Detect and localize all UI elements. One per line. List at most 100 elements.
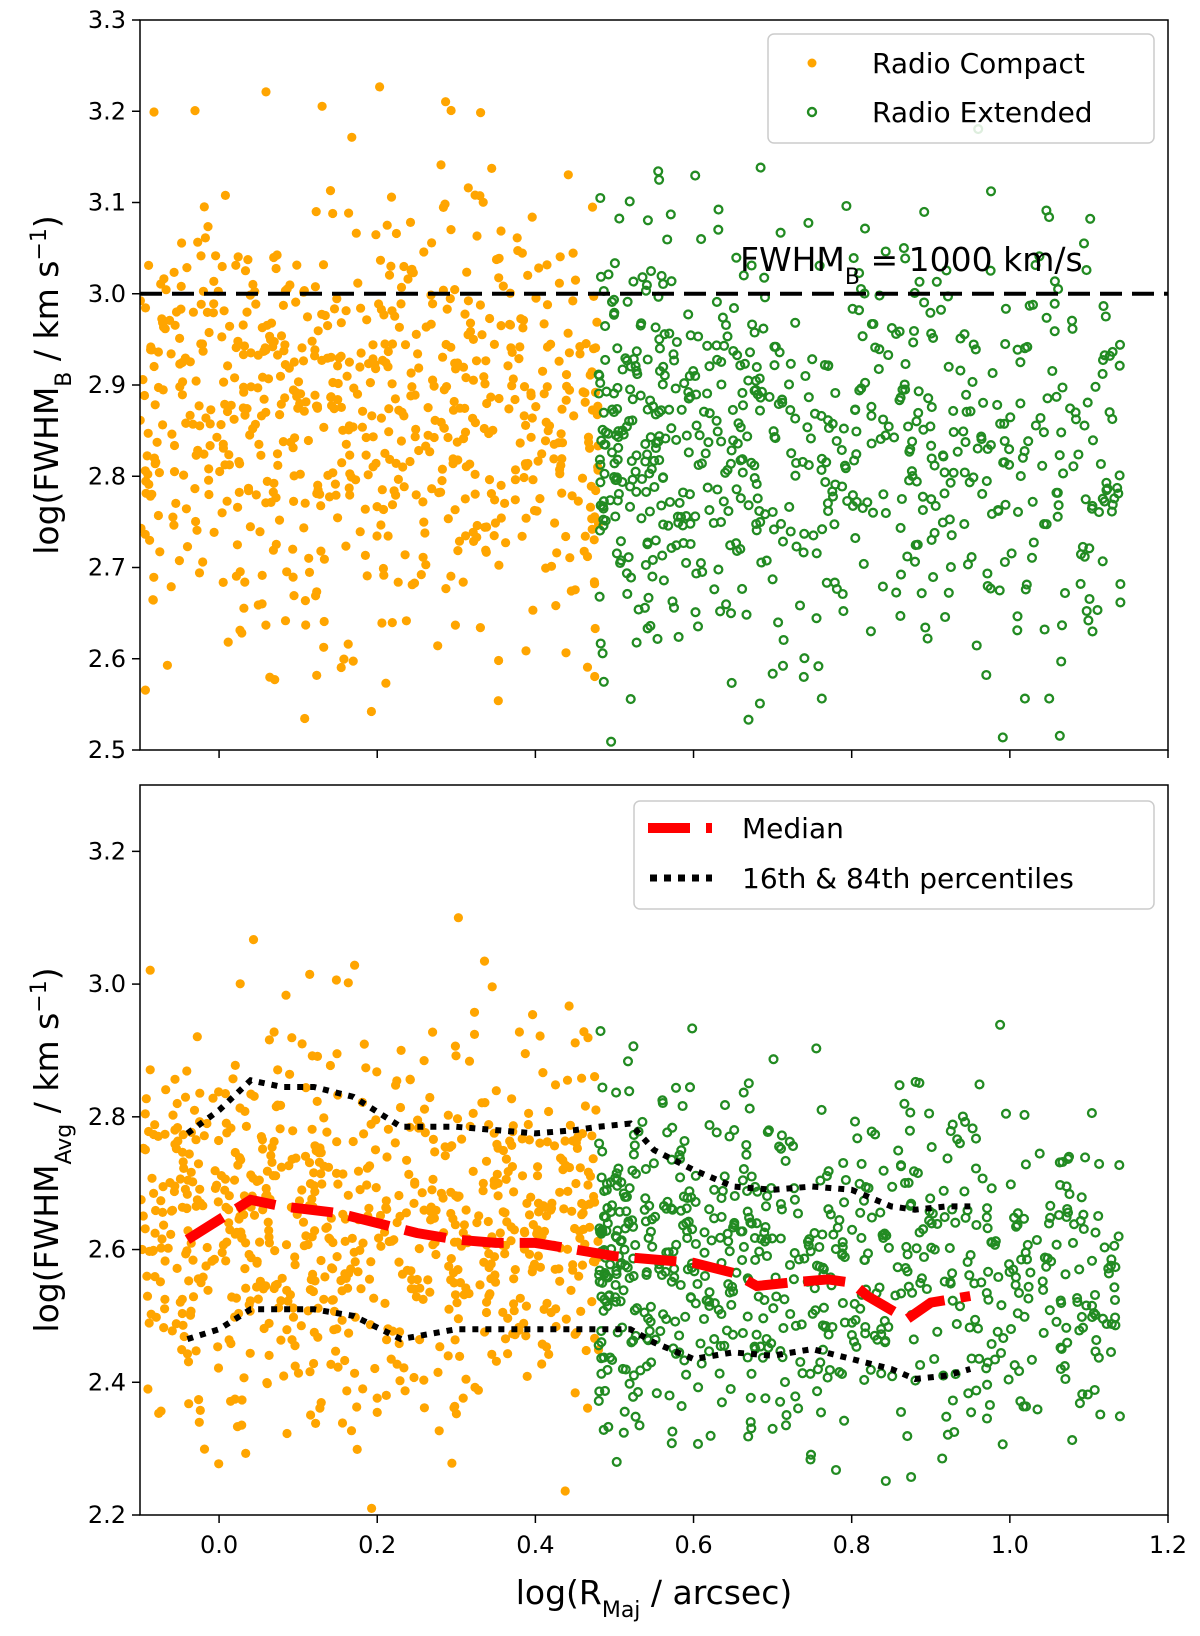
- bottom-panel: 0.0 0.2 0.4 0.6 0.8 1.0 1.2 2.22.42.62.83.03.2…: [27, 784, 1187, 1623]
- top-point-radio-compact: [383, 531, 393, 541]
- top-point-radio-compact: [265, 331, 275, 341]
- bottom-point-radio-extended: [1076, 1311, 1087, 1322]
- bottom-point-radio-compact: [380, 1298, 390, 1308]
- bottom-point-radio-compact: [528, 1263, 538, 1273]
- bottom-point-radio-compact: [366, 1257, 376, 1267]
- bottom-point-radio-compact: [524, 1210, 535, 1220]
- top-point-radio-compact: [328, 208, 338, 219]
- top-point-radio-compact: [411, 329, 421, 339]
- top-point-radio-compact: [482, 398, 492, 409]
- bottom-point-radio-extended: [856, 1158, 867, 1169]
- bottom-point-radio-compact: [382, 1152, 392, 1162]
- top-point-radio-extended: [723, 506, 734, 517]
- bottom-point-radio-compact: [523, 1119, 533, 1130]
- bottom-point-radio-extended: [640, 1164, 651, 1175]
- bottom-point-radio-extended: [744, 1103, 755, 1114]
- top-point-radio-extended: [744, 347, 756, 358]
- top-point-radio-extended: [904, 475, 915, 486]
- bottom-point-radio-extended: [724, 1287, 735, 1298]
- top-point-radio-compact: [209, 276, 219, 286]
- top-point-radio-extended: [731, 484, 742, 495]
- top-point-radio-compact: [434, 488, 444, 498]
- top-point-radio-extended: [913, 386, 924, 397]
- top-y-tick-label: 2.5: [88, 736, 126, 764]
- top-point-radio-extended: [601, 386, 612, 397]
- top-point-radio-extended: [899, 379, 910, 390]
- top-point-radio-extended: [704, 408, 715, 419]
- bottom-point-radio-extended: [944, 1243, 955, 1254]
- bottom-point-radio-extended: [692, 1438, 704, 1449]
- bottom-point-radio-compact: [461, 1205, 471, 1215]
- top-point-radio-extended: [790, 413, 801, 424]
- top-point-radio-extended: [658, 472, 669, 483]
- bottom-point-radio-extended: [738, 1164, 749, 1175]
- top-point-radio-compact: [429, 381, 439, 391]
- top-point-radio-compact: [230, 373, 240, 383]
- bottom-point-radio-compact: [305, 1179, 316, 1189]
- top-point-radio-extended: [756, 557, 767, 568]
- bottom-point-radio-extended: [681, 1369, 692, 1380]
- bottom-point-radio-compact: [282, 1325, 292, 1335]
- legend-label-radio-compact: Radio Compact: [872, 47, 1085, 80]
- bottom-point-radio-compact: [158, 1182, 168, 1192]
- top-point-radio-compact: [193, 237, 203, 247]
- top-point-radio-compact: [552, 548, 562, 558]
- bottom-point-radio-compact: [580, 1101, 591, 1111]
- top-point-radio-compact: [461, 373, 471, 383]
- bottom-point-radio-extended: [1060, 1373, 1071, 1385]
- bottom-point-radio-compact: [221, 1256, 231, 1266]
- top-point-radio-extended: [909, 556, 921, 567]
- bottom-point-radio-compact: [498, 1307, 508, 1317]
- bottom-point-radio-compact: [448, 1268, 459, 1278]
- bottom-point-radio-extended: [876, 1368, 887, 1379]
- top-point-radio-extended: [1093, 507, 1105, 518]
- bottom-point-radio-extended: [598, 1211, 610, 1222]
- bottom-point-radio-compact: [264, 1350, 274, 1360]
- top-point-radio-compact: [399, 261, 409, 272]
- bottom-point-radio-compact: [285, 1069, 295, 1079]
- top-point-radio-extended: [664, 496, 676, 508]
- bottom-point-radio-extended: [639, 1307, 650, 1318]
- top-point-radio-compact: [421, 560, 431, 570]
- bottom-point-radio-compact: [575, 1163, 585, 1173]
- top-point-radio-extended: [854, 385, 865, 396]
- bottom-point-radio-extended: [760, 1393, 771, 1404]
- top-point-radio-extended: [959, 467, 970, 478]
- bottom-point-radio-extended: [704, 1120, 715, 1131]
- top-point-radio-extended: [919, 297, 930, 308]
- bottom-point-radio-extended: [750, 1254, 761, 1265]
- top-y-tick-label: 3.3: [88, 6, 126, 34]
- top-point-radio-extended: [785, 358, 796, 369]
- top-point-radio-compact: [261, 407, 271, 417]
- top-point-radio-extended: [777, 536, 789, 547]
- top-point-radio-compact: [150, 400, 160, 410]
- top-point-radio-compact: [375, 82, 385, 92]
- bottom-point-radio-extended: [974, 1079, 985, 1090]
- top-point-radio-compact: [590, 671, 600, 682]
- bottom-point-radio-extended: [838, 1157, 849, 1169]
- bottom-point-radio-compact: [259, 1323, 269, 1334]
- bottom-point-radio-compact: [383, 1124, 393, 1134]
- bottom-point-radio-extended: [746, 1368, 757, 1379]
- top-point-radio-compact: [344, 208, 354, 218]
- bottom-point-radio-compact: [150, 1228, 160, 1238]
- top-point-radio-extended: [777, 660, 789, 671]
- bottom-point-radio-extended: [594, 1138, 605, 1149]
- top-point-radio-extended: [624, 196, 635, 207]
- bottom-point-radio-compact: [544, 1106, 554, 1117]
- bottom-point-radio-compact: [340, 1355, 350, 1366]
- bottom-point-radio-compact: [589, 1191, 599, 1202]
- bottom-point-radio-extended: [660, 1266, 671, 1277]
- top-point-radio-extended: [668, 602, 680, 613]
- bottom-point-radio-compact: [307, 1124, 317, 1134]
- top-point-radio-compact: [556, 460, 566, 470]
- bottom-point-radio-compact: [577, 1210, 587, 1220]
- top-point-radio-extended: [925, 307, 936, 318]
- top-point-radio-compact: [507, 347, 517, 357]
- top-point-radio-extended: [1081, 265, 1092, 276]
- bottom-point-radio-extended: [1086, 1300, 1098, 1311]
- bottom-point-radio-compact: [361, 1063, 371, 1073]
- top-point-radio-compact: [288, 572, 298, 582]
- bottom-point-radio-compact: [433, 1367, 443, 1377]
- top-y-tick-label: 2.8: [88, 462, 126, 490]
